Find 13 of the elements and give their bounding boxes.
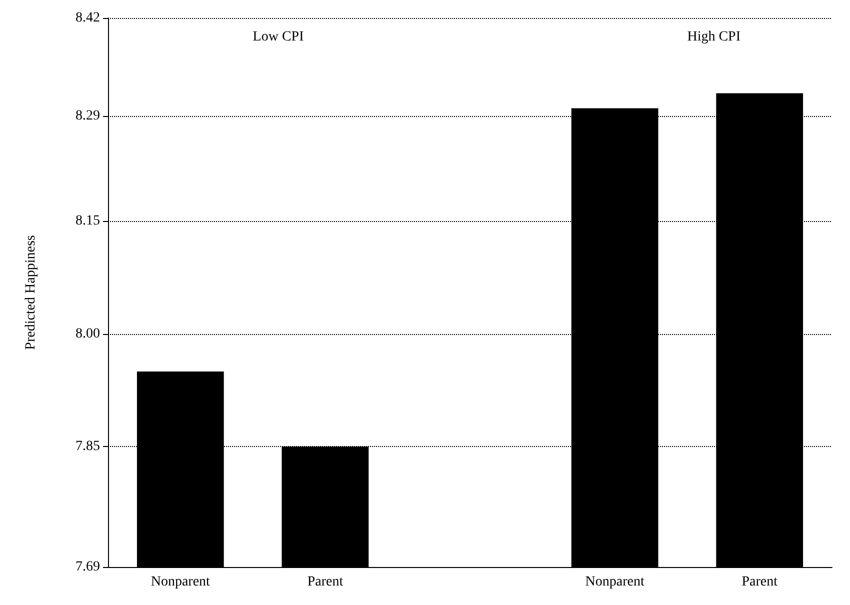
y-tick-label: 8.42 [76,10,100,26]
y-axis-title: Predicted Happiness [24,235,38,350]
y-tick-label: 7.69 [76,560,100,574]
annotation: High CPI [687,30,741,44]
y-tick-label: 7.85 [76,439,100,454]
y-tick-label: 8.15 [76,214,100,229]
y-tick-label: 8.00 [76,326,100,342]
y-tick-label: 8.29 [76,108,100,124]
x-tick-label: Parent [742,574,778,590]
x-tick-label: Nonparent [150,574,210,590]
x-tick-label: Parent [307,574,344,590]
annotation: Low CPI [252,30,304,44]
x-tick-label: Nonparent [585,574,644,590]
